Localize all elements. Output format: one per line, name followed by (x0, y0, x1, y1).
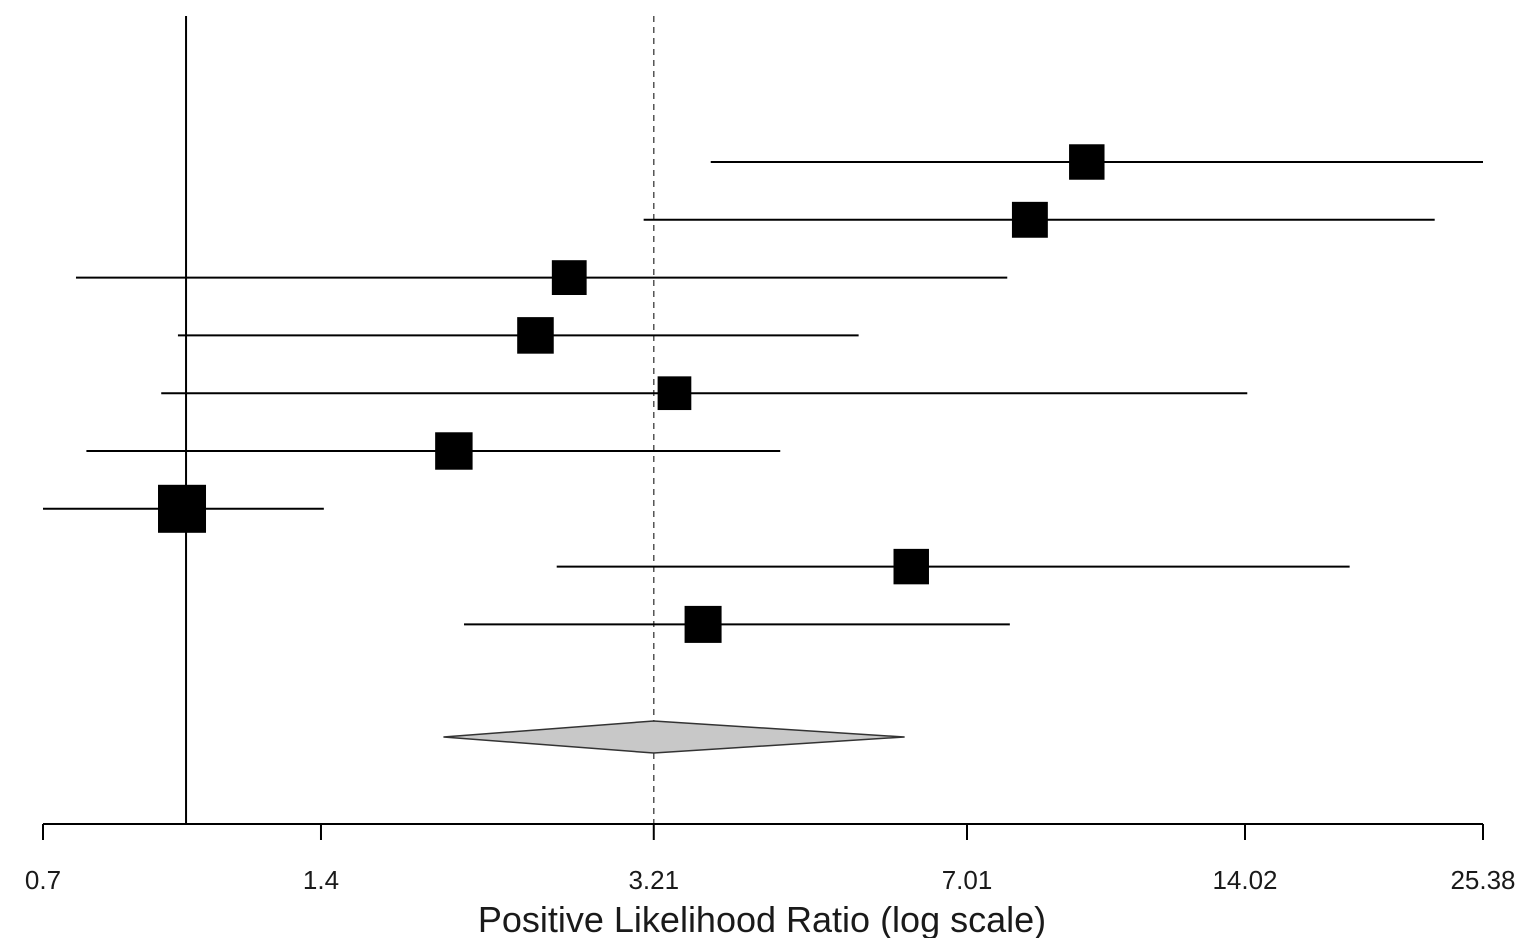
study-estimate-marker (551, 260, 587, 295)
x-tick-label: 25.38 (1450, 865, 1515, 895)
pooled-diamond (443, 720, 905, 754)
study-estimate-marker (1011, 201, 1048, 238)
x-tick-label: 14.02 (1212, 865, 1277, 895)
x-tick-label: 3.21 (628, 865, 679, 895)
study-estimate-marker (893, 548, 929, 585)
x-tick-label: 0.7 (25, 865, 61, 895)
reference-lines (185, 16, 655, 824)
study-estimate-marker (1069, 144, 1105, 180)
pooled-estimate (443, 720, 905, 754)
study-estimate-marker (435, 432, 473, 470)
study-rows (43, 144, 1483, 643)
study-estimate-marker (517, 317, 554, 354)
study-estimate-marker (657, 376, 692, 411)
study-estimate-marker (684, 605, 722, 643)
study-estimate-marker (158, 484, 207, 533)
x-axis-title: Positive Likelihood Ratio (log scale) (478, 899, 1046, 938)
x-tick-label: 1.4 (303, 865, 339, 895)
x-tick-label: 7.01 (942, 865, 993, 895)
x-axis: 0.7 1.4 3.21 7.01 14.02 25.38 (25, 823, 1516, 895)
